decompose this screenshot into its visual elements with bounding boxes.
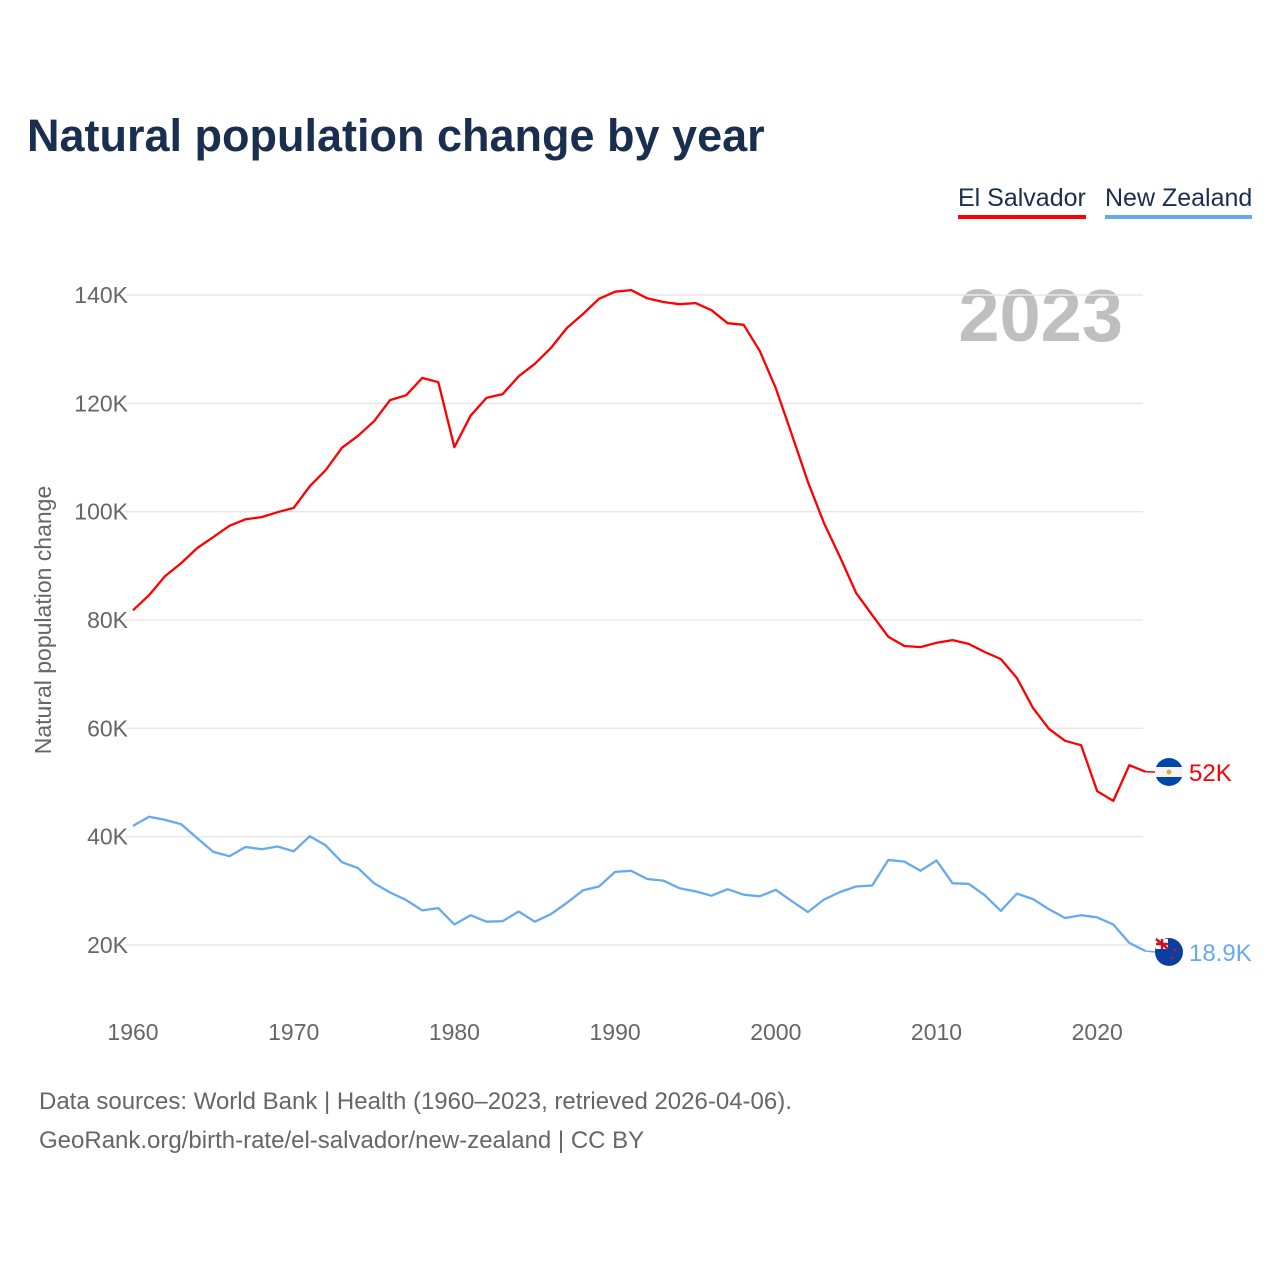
- legend-item-new-zealand[interactable]: New Zealand: [1105, 184, 1253, 219]
- y-tick-label: 100K: [74, 499, 128, 525]
- end-connector: [1145, 950, 1156, 953]
- series-line-el-salvador: [132, 288, 1146, 803]
- x-tick-label: 2020: [1072, 1019, 1123, 1045]
- flag-star: [1173, 948, 1177, 952]
- y-axis-title: Natural population change: [30, 486, 56, 755]
- y-tick-label: 80K: [87, 607, 129, 633]
- legend-item-el-salvador[interactable]: El Salvador: [958, 184, 1086, 219]
- footer-link[interactable]: GeoRank.org/birth-rate/el-salvador/new-z…: [39, 1127, 645, 1154]
- chart-title: Natural population change by year: [27, 110, 765, 161]
- x-tick-label: 2010: [911, 1019, 962, 1045]
- x-tick-label: 1970: [268, 1019, 319, 1045]
- x-tick-label: 2000: [750, 1019, 801, 1045]
- flag-cross: [1155, 938, 1169, 950]
- end-value-label: 52K: [1189, 760, 1232, 787]
- flag-emblem: [1166, 769, 1172, 775]
- x-tick-label: 1960: [107, 1019, 158, 1045]
- series-line-new-zealand: [132, 815, 1146, 953]
- y-tick-label: 40K: [87, 824, 129, 850]
- end-value-label: 18.9K: [1189, 940, 1252, 967]
- year-label: 2023: [958, 274, 1123, 357]
- y-tick-label: 120K: [74, 390, 128, 416]
- y-tick-label: 140K: [74, 282, 128, 308]
- flag-star: [1170, 956, 1174, 960]
- x-tick-label: 1990: [590, 1019, 641, 1045]
- footer-sources: Data sources: World Bank | Health (1960–…: [39, 1088, 792, 1115]
- x-tick-label: 1980: [429, 1019, 480, 1045]
- y-tick-label: 60K: [87, 715, 129, 741]
- y-tick-label: 20K: [87, 932, 129, 958]
- new-zealand-flag-icon: [1155, 938, 1183, 966]
- el-salvador-flag-icon: [1155, 758, 1183, 786]
